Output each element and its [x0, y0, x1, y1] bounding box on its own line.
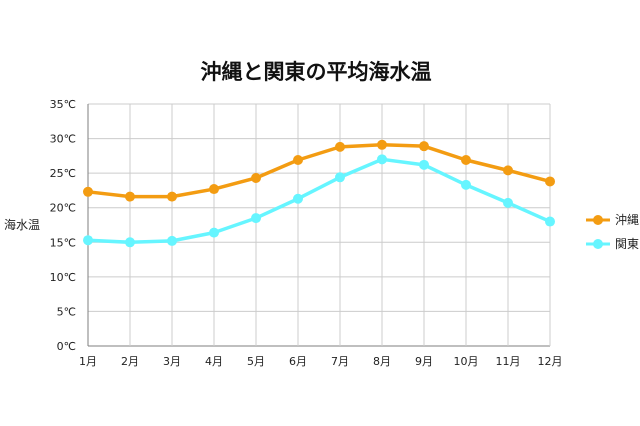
data-point [545, 216, 555, 227]
x-tick-label: 4月 [205, 355, 223, 368]
data-point [335, 141, 345, 152]
legend-label: 沖縄 [615, 212, 639, 227]
y-tick-label: 5℃ [57, 305, 76, 318]
data-point [293, 155, 303, 166]
x-tick-label: 9月 [415, 355, 433, 368]
data-point [461, 179, 471, 190]
data-point [251, 172, 261, 183]
data-point [209, 184, 219, 195]
x-tick-label: 11月 [496, 355, 521, 368]
y-tick-label: 25℃ [50, 167, 76, 180]
data-point [209, 227, 219, 238]
chart-title: 沖縄と関東の平均海水温 [201, 60, 432, 84]
data-point [293, 193, 303, 204]
data-point [83, 186, 93, 197]
data-point [419, 159, 429, 170]
x-tick-label: 5月 [247, 355, 265, 368]
x-tick-label: 12月 [538, 355, 563, 368]
data-point [545, 176, 555, 187]
series-line [86, 143, 552, 199]
data-point [419, 141, 429, 152]
y-axis-ticks: 0℃ 5℃ 10℃ 15℃ 20℃ 25℃ 30℃ 35℃ [50, 98, 76, 353]
x-tick-label: 3月 [163, 355, 181, 368]
y-tick-label: 20℃ [50, 202, 76, 215]
x-axis-ticks: 1月 2月 3月 4月 5月 6月 7月 8月 9月 10月 11月 12月 [79, 355, 563, 368]
series-line [86, 157, 552, 245]
x-tick-label: 7月 [331, 355, 349, 368]
data-point [125, 237, 135, 248]
data-point [503, 197, 513, 208]
y-tick-label: 15℃ [50, 236, 76, 249]
data-point [125, 191, 135, 202]
grid [87, 103, 551, 347]
y-axis-label: 海水温 [4, 217, 40, 232]
data-point [83, 235, 93, 246]
legend-label: 関東 [615, 237, 639, 251]
data-point [461, 155, 471, 166]
x-tick-label: 6月 [289, 355, 307, 368]
y-tick-label: 10℃ [50, 271, 76, 284]
y-tick-label: 35℃ [50, 98, 76, 111]
data-point [251, 213, 261, 224]
data-point [503, 165, 513, 176]
data-point [167, 191, 177, 202]
legend-marker [593, 239, 603, 249]
x-tick-label: 1月 [79, 355, 97, 368]
series [83, 139, 555, 248]
legend-marker [593, 215, 603, 225]
x-tick-label: 8月 [373, 355, 391, 368]
data-point [335, 172, 345, 183]
y-tick-label: 0℃ [57, 340, 76, 353]
data-point [167, 235, 177, 246]
x-tick-label: 10月 [454, 355, 479, 368]
data-point [377, 139, 387, 150]
x-tick-label: 2月 [121, 355, 139, 368]
y-tick-label: 30℃ [50, 133, 76, 146]
data-point [377, 154, 387, 165]
